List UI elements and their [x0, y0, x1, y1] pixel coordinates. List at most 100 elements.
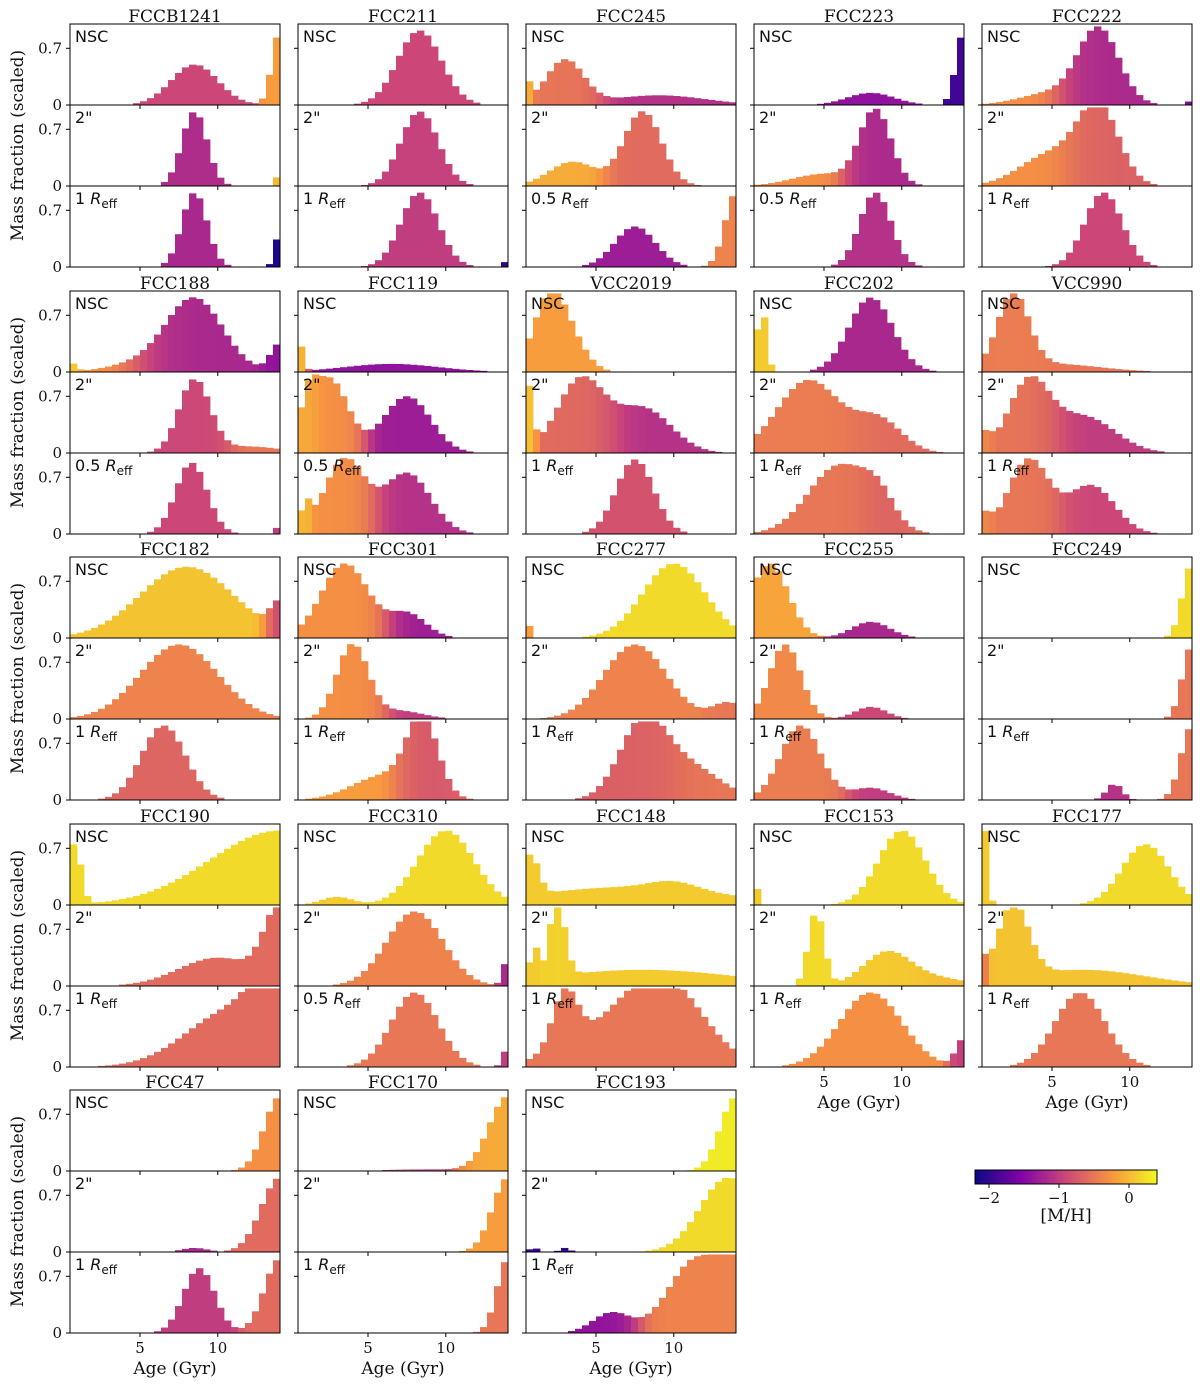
bar	[1101, 891, 1109, 905]
bar	[466, 451, 474, 453]
bar	[231, 959, 239, 986]
bar	[845, 160, 853, 186]
bar	[305, 903, 313, 905]
bar	[140, 101, 148, 105]
bar	[652, 493, 660, 534]
bar	[915, 365, 923, 372]
bar	[354, 103, 362, 105]
bar	[873, 475, 881, 534]
bar	[182, 965, 190, 986]
bar	[1010, 1064, 1018, 1067]
bar	[694, 1167, 702, 1171]
reff-symbol: R	[546, 989, 557, 1008]
bar	[526, 1249, 534, 1252]
bar	[203, 572, 211, 638]
bar	[694, 98, 702, 105]
x-tick-label: 10	[208, 1339, 227, 1357]
panel-label-text: 2"	[303, 108, 321, 127]
bar	[340, 983, 348, 986]
panel-fcc119-0: NSC	[294, 290, 509, 376]
bar	[838, 786, 846, 800]
bar	[161, 324, 169, 372]
bar	[1052, 399, 1060, 453]
bar	[273, 600, 281, 638]
bar	[252, 446, 260, 453]
bar	[589, 971, 597, 986]
bar	[333, 674, 341, 719]
bar	[154, 728, 162, 800]
bar	[859, 995, 867, 1067]
bar	[1094, 26, 1102, 105]
bar	[168, 428, 176, 453]
y-tick-label: 0.7	[38, 120, 62, 138]
bar	[466, 852, 474, 905]
bar	[1164, 794, 1172, 800]
bar	[347, 565, 355, 638]
bar	[715, 1181, 723, 1252]
bar	[154, 334, 162, 372]
bar	[659, 418, 667, 453]
panel-label-text: NSC	[531, 294, 564, 313]
bar	[466, 975, 474, 986]
bar	[245, 703, 253, 719]
bar	[1094, 196, 1102, 267]
bar	[589, 359, 597, 372]
bar	[175, 968, 183, 986]
bar	[582, 376, 590, 453]
bar	[217, 521, 225, 534]
bar	[796, 725, 804, 800]
bar	[266, 354, 274, 372]
y-axis-label: Mass fraction (scaled)	[8, 850, 28, 1041]
panel-label: 2"	[303, 908, 321, 927]
bar	[887, 96, 895, 105]
reff-subscript: eff	[1013, 197, 1029, 211]
bar	[1087, 366, 1095, 372]
bar	[575, 68, 583, 105]
panel-label: NSC	[531, 294, 564, 313]
bar	[480, 370, 488, 372]
bar	[210, 668, 218, 719]
bar	[603, 96, 611, 105]
bar	[722, 101, 730, 105]
bar	[396, 399, 404, 453]
bar	[189, 379, 197, 453]
bar	[438, 717, 446, 719]
bar	[319, 493, 327, 534]
bar	[694, 706, 702, 719]
bar	[894, 795, 902, 800]
bar	[554, 166, 562, 186]
bar	[1115, 213, 1123, 267]
bar	[259, 614, 267, 638]
bar	[715, 1034, 723, 1067]
bar	[389, 610, 397, 638]
bar	[245, 1234, 253, 1252]
bar	[1150, 532, 1158, 534]
panel-fcc153-2: 5 101 Reff	[750, 985, 965, 1091]
bar	[950, 978, 958, 986]
galaxy-title: FCC148	[596, 807, 666, 827]
reff-subscript: eff	[801, 197, 817, 211]
bar	[803, 627, 811, 638]
bar	[645, 721, 653, 800]
bar	[1178, 981, 1186, 986]
bar	[1017, 97, 1025, 105]
x-tick-label: 5	[591, 1339, 601, 1357]
bar	[154, 93, 162, 105]
bar	[210, 313, 218, 372]
panel-label: 2"	[987, 108, 1005, 127]
bar	[526, 338, 534, 372]
bar	[70, 363, 78, 372]
panel-fcc119-1: 2"	[294, 371, 509, 457]
bar	[761, 317, 769, 372]
panel-label-text: 2"	[759, 908, 777, 927]
colorbar-tick-label: −1	[1048, 1189, 1070, 1207]
bar	[1101, 424, 1109, 453]
bar	[852, 894, 860, 905]
bar	[354, 1063, 362, 1067]
bar	[196, 866, 204, 905]
bar	[887, 628, 895, 638]
bar	[203, 489, 211, 534]
bar	[354, 976, 362, 986]
